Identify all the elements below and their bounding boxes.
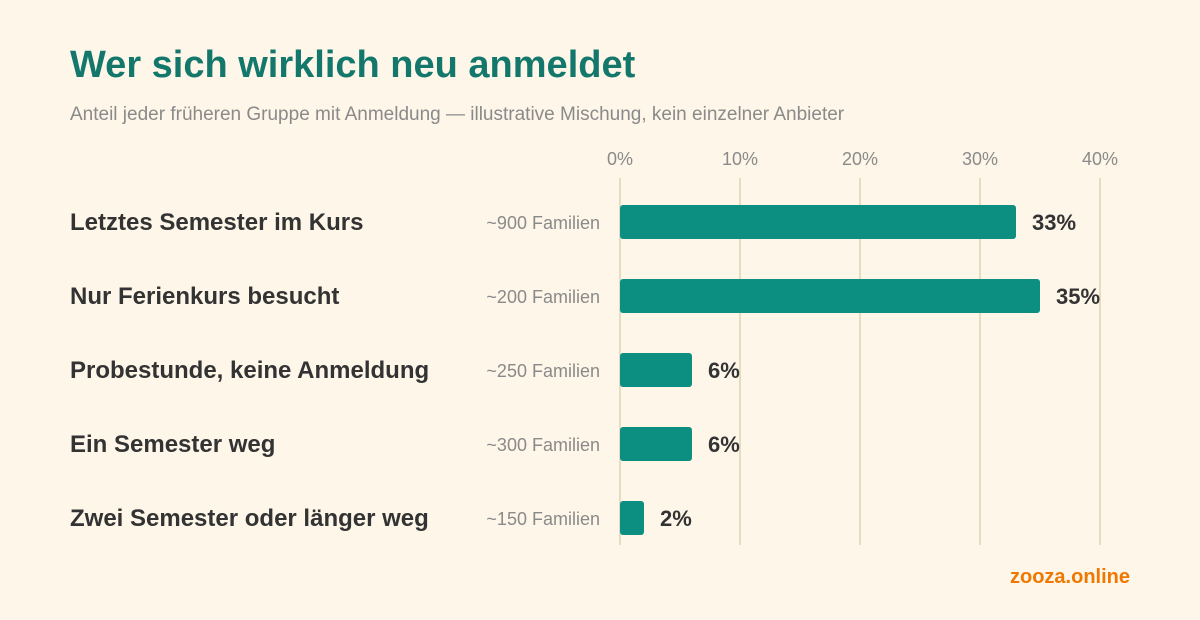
bar xyxy=(620,501,644,535)
chart-title: Wer sich wirklich neu anmeldet xyxy=(70,44,636,86)
x-tick-label: 40% xyxy=(1082,149,1118,169)
data-label: 35% xyxy=(1056,284,1100,309)
data-label: 6% xyxy=(708,358,740,383)
category-label: Zwei Semester oder länger weg xyxy=(70,505,429,532)
bar xyxy=(620,353,692,387)
group-size-label: ~900 Familien xyxy=(486,213,600,233)
data-label: 33% xyxy=(1032,210,1076,235)
group-size-label: ~250 Familien xyxy=(486,361,600,381)
group-size-label: ~200 Familien xyxy=(486,287,600,307)
x-tick-label: 20% xyxy=(842,149,878,169)
x-tick-label: 30% xyxy=(962,149,998,169)
x-tick-label: 0% xyxy=(607,149,633,169)
data-label: 6% xyxy=(708,432,740,457)
category-label: Letztes Semester im Kurs xyxy=(70,209,363,236)
chart-subtitle: Anteil jeder früheren Gruppe mit Anmeldu… xyxy=(70,104,845,125)
data-label: 2% xyxy=(660,506,692,531)
category-label: Ein Semester weg xyxy=(70,431,275,458)
brand-logo: zooza.online xyxy=(1010,566,1130,588)
bar xyxy=(620,205,1016,239)
group-size-label: ~150 Familien xyxy=(486,509,600,529)
bar xyxy=(620,279,1040,313)
category-label: Probestunde, keine Anmeldung xyxy=(70,357,429,384)
group-size-label: ~300 Familien xyxy=(486,435,600,455)
category-label: Nur Ferienkurs besucht xyxy=(70,283,339,310)
bar xyxy=(620,427,692,461)
x-tick-label: 10% xyxy=(722,149,758,169)
